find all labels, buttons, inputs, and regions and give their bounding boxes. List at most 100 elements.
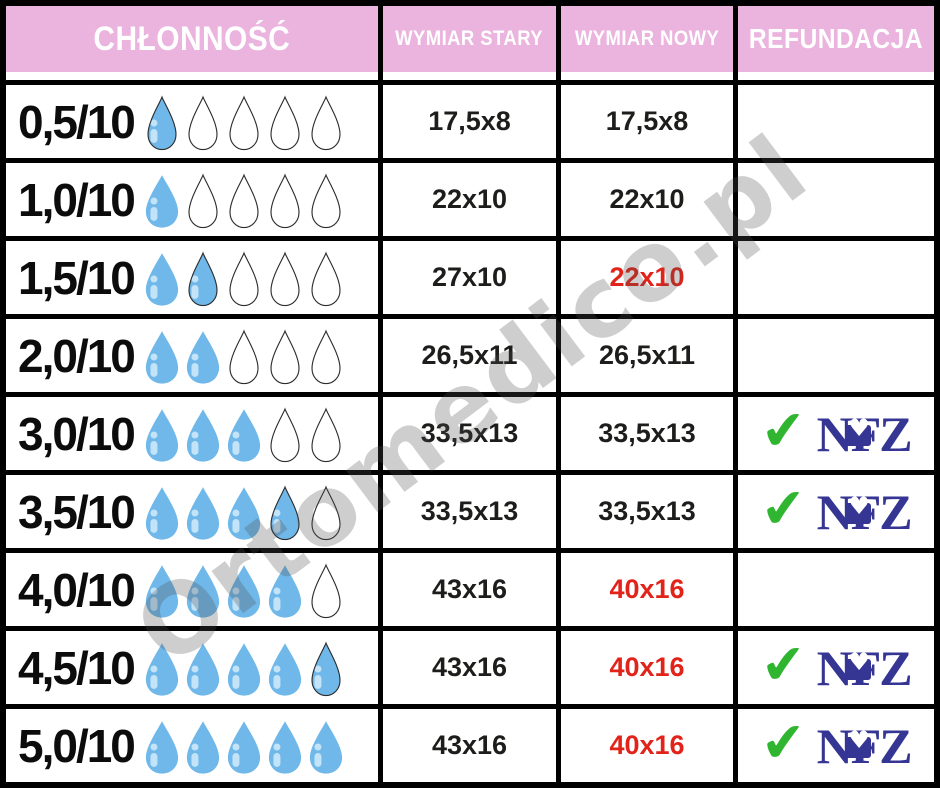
droplet-empty-icon: [305, 328, 347, 386]
droplet-full-icon: [182, 406, 224, 464]
old-dimension-cell: 43x16: [383, 709, 561, 782]
new-dimension-cell: 40x16: [561, 631, 738, 704]
droplet-empty-icon: [223, 328, 265, 386]
absorbency-value: 3,0/10: [18, 407, 136, 460]
droplet-rating: [142, 562, 347, 620]
absorbency-cell: 4,5/10: [6, 631, 383, 704]
old-dimension: 17,5x8: [428, 106, 511, 136]
droplet-half-icon: [141, 94, 183, 152]
refund-cell: [738, 553, 934, 626]
droplet-empty-icon: [305, 172, 347, 230]
absorbency-cell: 1,5/10: [6, 241, 383, 314]
refund-cell: [738, 241, 934, 314]
header-cell-old-dimension: WYMIAR STARY: [383, 6, 561, 80]
absorbency-value: 5,0/10: [18, 719, 136, 772]
new-dimension-cell: 40x16: [561, 709, 738, 782]
new-dimension-cell: 17,5x8: [561, 85, 738, 158]
new-dimension-cell: 33,5x13: [561, 475, 738, 548]
header-cell-absorbency: CHŁONNOŚĆ: [6, 6, 383, 80]
droplet-empty-icon: [264, 406, 306, 464]
droplet-full-icon: [182, 562, 224, 620]
old-dimension-cell: 26,5x11: [383, 319, 561, 392]
nfz-logo: NF♥Z: [817, 405, 913, 462]
nfz-letter: Z: [879, 405, 912, 462]
droplet-full-icon: [141, 640, 183, 698]
old-dimension: 33,5x13: [420, 496, 519, 526]
nfz-letter-f: F♥: [844, 409, 881, 459]
new-dimension: 33,5x13: [598, 496, 696, 526]
nfz-letter-f: F♥: [844, 643, 881, 693]
old-dimension-cell: 43x16: [383, 631, 561, 704]
heart-background: [844, 424, 871, 446]
heart-icon: ♥: [848, 413, 869, 442]
new-dimension: 40x16: [609, 574, 685, 604]
old-dimension: 33,5x13: [420, 418, 519, 448]
nfz-letter: Z: [879, 483, 912, 540]
droplet-rating: [142, 406, 347, 464]
droplet-empty-icon: [305, 406, 347, 464]
nfz-logo: NF♥Z: [817, 483, 913, 540]
absorbency-value: 4,5/10: [18, 641, 136, 694]
droplet-empty-icon: [264, 94, 306, 152]
absorbency-cell: 4,0/10: [6, 553, 383, 626]
droplet-rating: [142, 172, 347, 230]
table-row: 1,5/10 27x10 22x10: [6, 241, 934, 319]
new-dimension: 22x10: [609, 262, 685, 292]
absorbency-value: 3,5/10: [18, 485, 136, 538]
droplet-empty-icon: [223, 172, 265, 230]
droplet-full-icon: [264, 640, 306, 698]
column-title-absorbency: CHŁONNOŚĆ: [93, 19, 291, 58]
old-dimension-cell: 33,5x13: [383, 397, 561, 470]
nfz-logo: NF♥Z: [817, 643, 913, 693]
droplet-empty-icon: [223, 250, 265, 308]
table-row: 1,0/10 22x10 22x10: [6, 163, 934, 241]
checkmark-icon: ✔: [759, 708, 809, 776]
droplet-full-icon: [182, 640, 224, 698]
droplet-full-icon: [182, 484, 224, 542]
droplet-empty-icon: [182, 94, 224, 152]
droplet-half-icon: [305, 640, 347, 698]
old-dimension: 27x10: [431, 262, 508, 292]
droplet-empty-icon: [264, 172, 306, 230]
droplet-empty-icon: [305, 250, 347, 308]
droplet-full-icon: [223, 718, 265, 776]
droplet-full-icon: [182, 328, 224, 386]
table-row: 3,5/10 33,5x13 33,5x13 ✔NF♥Z: [6, 475, 934, 553]
new-dimension: 26,5x11: [598, 340, 696, 370]
header-cell-new-dimension: WYMIAR NOWY: [561, 6, 738, 80]
refund-cell: [738, 163, 934, 236]
droplet-full-icon: [182, 718, 224, 776]
table-row: 2,0/10 26,5x11 26,5x11: [6, 319, 934, 397]
table-row: 4,5/10 43x16 40x16 ✔NF♥Z: [6, 631, 934, 709]
droplet-full-icon: [141, 328, 183, 386]
header-pink-band: REFUNDACJA: [738, 6, 934, 72]
droplet-empty-icon: [223, 94, 265, 152]
new-dimension-cell: 22x10: [561, 163, 738, 236]
heart-icon: ♥: [848, 725, 869, 754]
droplet-full-icon: [264, 562, 306, 620]
old-dimension: 43x16: [431, 730, 508, 760]
column-title-refund: REFUNDACJA: [748, 23, 924, 54]
old-dimension-cell: 43x16: [383, 553, 561, 626]
refund-cell: ✔NF♥Z: [738, 475, 934, 548]
old-dimension-cell: 33,5x13: [383, 475, 561, 548]
old-dimension: 26,5x11: [421, 340, 518, 370]
droplet-full-icon: [264, 718, 306, 776]
droplet-empty-icon: [264, 328, 306, 386]
old-dimension: 43x16: [431, 574, 508, 604]
table-row: 4,0/10 43x16 40x16: [6, 553, 934, 631]
refund-cell: ✔NF♥Z: [738, 709, 934, 782]
new-dimension: 40x16: [609, 730, 685, 760]
droplet-full-icon: [141, 484, 183, 542]
absorbency-cell: 1,0/10: [6, 163, 383, 236]
absorbency-value: 0,5/10: [18, 95, 136, 148]
heart-icon: ♥: [848, 647, 869, 676]
droplet-empty-icon: [264, 250, 306, 308]
new-dimension: 17,5x8: [605, 106, 689, 136]
header-pink-band: WYMIAR NOWY: [561, 6, 733, 72]
old-dimension-cell: 17,5x8: [383, 85, 561, 158]
droplet-empty-icon: [182, 172, 224, 230]
droplet-rating: [142, 640, 347, 698]
new-dimension: 33,5x13: [598, 418, 696, 448]
